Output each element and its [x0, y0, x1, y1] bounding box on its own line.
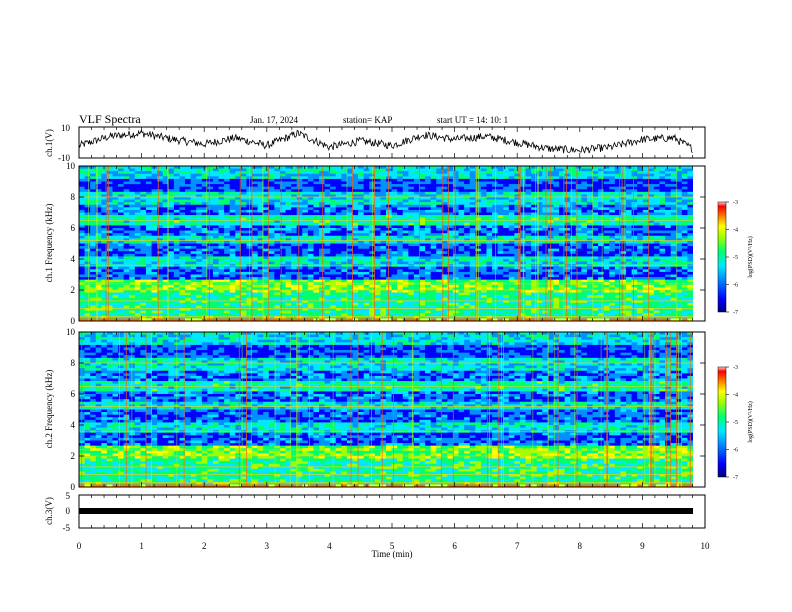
ch3-ytick-middle: 0 — [66, 506, 71, 516]
freq-tick-label: 8 — [71, 192, 76, 202]
colorbar-tick-label: -7 — [733, 310, 738, 316]
ch1-colorbar-label: log(PSD)(V²/Hz) — [747, 236, 754, 277]
freq-tick-label: 10 — [66, 161, 76, 171]
start-time-label: start UT = 14: 10: 1 — [437, 115, 508, 125]
ch1-ytick-bottom: -10 — [58, 153, 70, 163]
colorbar-tick-label: -3 — [733, 200, 738, 206]
figure-title: VLF Spectra — [79, 112, 141, 126]
ch3-ytick-top: 5 — [66, 491, 71, 501]
x-tick-label: 0 — [77, 541, 82, 551]
ch2-colorbar — [717, 366, 727, 478]
freq-tick-label: 2 — [71, 451, 76, 461]
ch1-colorbar — [717, 201, 727, 313]
colorbar-tick-label: -6 — [733, 448, 738, 454]
freq-tick-label: 6 — [71, 223, 76, 233]
x-tick-label: 2 — [202, 541, 207, 551]
ch2-freq-ylabel: ch.2 Frequency (kHz) — [44, 370, 54, 449]
freq-tick-label: 10 — [66, 327, 76, 337]
date-label: Jan. 17, 2024 — [250, 115, 298, 125]
ch2-spectrogram — [79, 332, 705, 488]
freq-tick-label: 6 — [71, 389, 76, 399]
freq-tick-label: 4 — [71, 254, 76, 264]
colorbar-tick-label: -4 — [733, 393, 738, 399]
colorbar-tick-label: -3 — [733, 365, 738, 371]
x-tick-label: 9 — [640, 541, 645, 551]
x-axis-label: Time (min) — [372, 549, 413, 559]
colorbar-tick-label: -4 — [733, 228, 738, 234]
x-tick-label: 10 — [701, 541, 711, 551]
ch1-ytick-top: 10 — [61, 123, 71, 133]
x-tick-label: 3 — [265, 541, 270, 551]
ch3-ytick-bottom: -5 — [63, 523, 71, 533]
ch2-colorbar-label: log(PSD)(V²/Hz) — [747, 401, 754, 442]
freq-tick-label: 0 — [71, 316, 76, 326]
colorbar-tick-label: -6 — [733, 283, 738, 289]
freq-tick-label: 0 — [71, 482, 76, 492]
ch3-ylabel: ch.3(V) — [44, 497, 54, 525]
x-tick-label: 4 — [327, 541, 332, 551]
freq-tick-label: 8 — [71, 358, 76, 368]
ch1-freq-ylabel: ch.1 Frequency (kHz) — [44, 204, 54, 283]
ch1-waveform-panel: ch.1(V) 10 -10 — [44, 123, 706, 163]
ch1-spectrogram — [79, 166, 705, 322]
x-tick-label: 1 — [139, 541, 144, 551]
x-tick-label: 7 — [515, 541, 520, 551]
ch3-waveform-panel: ch.3(V) 5 0 -5 — [44, 491, 706, 533]
station-label: station= KAP — [343, 115, 392, 125]
colorbar-tick-label: -5 — [733, 255, 738, 261]
freq-tick-label: 4 — [71, 420, 76, 430]
ch1-trace — [78, 129, 693, 154]
x-tick-label: 5 — [390, 541, 395, 551]
freq-tick-label: 2 — [71, 285, 76, 295]
x-tick-label: 8 — [578, 541, 583, 551]
x-tick-label: 6 — [452, 541, 457, 551]
colorbar-tick-label: -7 — [733, 475, 738, 481]
ch1-ylabel: ch.1(V) — [44, 129, 54, 157]
ch3-trace — [79, 508, 693, 514]
colorbar-tick-label: -5 — [733, 420, 738, 426]
